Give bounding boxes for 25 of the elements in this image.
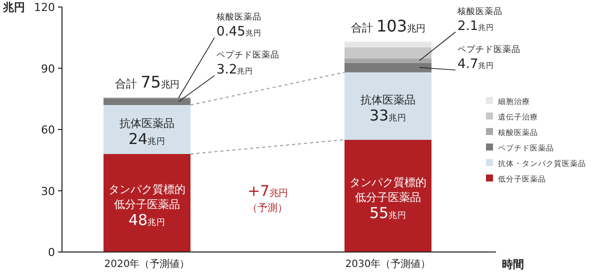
bar xyxy=(344,42,432,48)
y-tick-label: 60 xyxy=(41,124,55,136)
y-tick-label: 0 xyxy=(48,246,55,259)
data-label: 抗体医薬品33兆円 xyxy=(360,94,416,125)
y-tick-label: 90 xyxy=(41,62,55,76)
bar xyxy=(344,58,432,63)
y-tick-label: 30 xyxy=(41,184,55,198)
x-tick-label: 2020年（予測値） xyxy=(104,258,190,270)
data-label: タンパク質標的低分子医薬品48兆円 xyxy=(108,183,186,229)
annotation: +7兆円（予測） xyxy=(247,182,288,214)
x-tick-label: 2030年（予測値） xyxy=(345,258,431,270)
total-label: 合計 75兆円 xyxy=(115,72,179,92)
data-label: 抗体医薬品24兆円 xyxy=(120,117,174,148)
data-label: タンパク質標的低分子医薬品55兆円 xyxy=(350,176,426,222)
total-label: 合計 103兆円 xyxy=(350,16,426,36)
y-axis-title: 兆円 xyxy=(2,1,25,14)
bar xyxy=(104,98,190,105)
x-axis-title: 時間 xyxy=(502,258,524,271)
bar xyxy=(344,47,432,58)
y-tick-label: 120 xyxy=(34,1,55,14)
bar xyxy=(344,72,432,140)
bar xyxy=(344,140,432,252)
bar xyxy=(104,154,190,252)
bar xyxy=(344,62,432,72)
bar xyxy=(104,105,190,154)
